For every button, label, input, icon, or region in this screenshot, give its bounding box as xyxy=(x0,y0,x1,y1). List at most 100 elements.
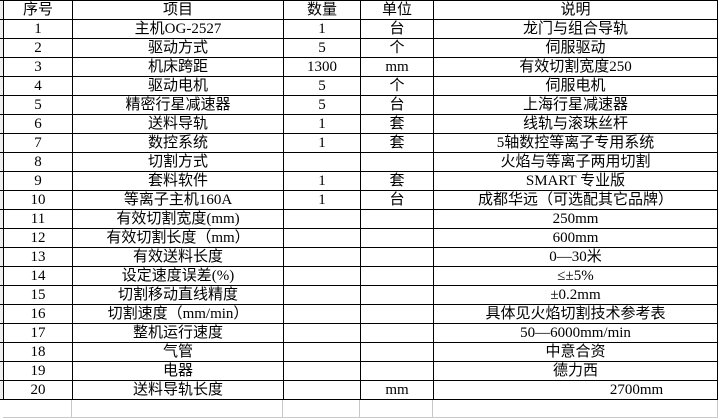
table-cell[interactable] xyxy=(283,152,361,172)
table-cell[interactable] xyxy=(360,342,434,362)
column-header[interactable]: 说明 xyxy=(433,0,718,20)
table-cell[interactable]: 驱动电机 xyxy=(72,76,284,96)
table-cell[interactable]: ≤±5% xyxy=(433,266,718,286)
table-cell[interactable]: 15 xyxy=(3,285,73,305)
table-cell[interactable]: 6 xyxy=(3,114,73,134)
table-cell[interactable]: 1 xyxy=(3,19,73,39)
table-cell[interactable]: 10 xyxy=(3,190,73,210)
table-cell[interactable] xyxy=(283,266,361,286)
table-cell[interactable]: 线轨与滚珠丝杆 xyxy=(433,114,718,134)
table-cell[interactable]: 个 xyxy=(360,38,434,58)
table-cell[interactable]: mm xyxy=(360,380,434,400)
table-cell[interactable] xyxy=(360,209,434,229)
table-cell[interactable]: 0—30米 xyxy=(433,247,718,267)
table-cell[interactable]: 切割方式 xyxy=(72,152,284,172)
table-cell[interactable] xyxy=(360,285,434,305)
table-cell[interactable]: 18 xyxy=(3,342,73,362)
table-cell[interactable] xyxy=(360,228,434,248)
column-header[interactable]: 项目 xyxy=(72,0,284,20)
table-cell[interactable]: 气管 xyxy=(72,342,284,362)
table-cell[interactable]: 600mm xyxy=(433,228,718,248)
table-cell[interactable]: 4 xyxy=(3,76,73,96)
table-cell[interactable]: 套 xyxy=(360,133,434,153)
empty-cell[interactable] xyxy=(283,400,360,417)
table-cell[interactable]: 送料导轨 xyxy=(72,114,284,134)
table-cell[interactable] xyxy=(283,209,361,229)
table-cell[interactable]: 机床跨距 xyxy=(72,57,284,77)
table-cell[interactable]: 1 xyxy=(283,190,361,210)
table-cell[interactable]: 中意合资 xyxy=(433,342,718,362)
table-cell[interactable]: 德力西 xyxy=(433,361,718,381)
table-cell[interactable]: ±0.2mm xyxy=(433,285,718,305)
table-cell[interactable] xyxy=(283,304,361,324)
table-cell[interactable]: 数控系统 xyxy=(72,133,284,153)
table-cell[interactable]: 有效切割宽度(mm) xyxy=(72,209,284,229)
table-cell[interactable] xyxy=(283,228,361,248)
table-cell[interactable]: 台 xyxy=(360,19,434,39)
table-cell[interactable]: 2 xyxy=(3,38,73,58)
table-cell[interactable]: 19 xyxy=(3,361,73,381)
table-cell[interactable]: mm xyxy=(360,57,434,77)
table-cell[interactable]: 伺服驱动 xyxy=(433,38,718,58)
table-cell[interactable]: 整机运行速度 xyxy=(72,323,284,343)
table-cell[interactable] xyxy=(283,323,361,343)
column-header[interactable]: 数量 xyxy=(283,0,361,20)
table-cell[interactable]: 20 xyxy=(3,380,73,400)
table-cell[interactable]: 电器 xyxy=(72,361,284,381)
column-header[interactable]: 序号 xyxy=(3,0,73,20)
table-cell[interactable]: 250mm xyxy=(433,209,718,229)
table-cell[interactable]: 个 xyxy=(360,76,434,96)
table-cell[interactable]: 5轴数控等离子专用系统 xyxy=(433,133,718,153)
table-cell[interactable]: SMART 专业版 xyxy=(433,171,718,191)
table-cell[interactable]: 切割移动直线精度 xyxy=(72,285,284,305)
empty-cell[interactable] xyxy=(3,400,72,417)
table-cell[interactable]: 主机OG-2527 xyxy=(72,19,284,39)
table-cell[interactable]: 火焰与等离子两用切割 xyxy=(433,152,718,172)
table-cell[interactable]: 台 xyxy=(360,95,434,115)
table-cell[interactable] xyxy=(360,247,434,267)
table-cell[interactable]: 有效送料长度 xyxy=(72,247,284,267)
table-cell[interactable]: 伺服电机 xyxy=(433,76,718,96)
table-cell[interactable]: 5 xyxy=(283,38,361,58)
table-cell[interactable]: 有效切割宽度250 xyxy=(433,57,718,77)
table-cell[interactable]: 台 xyxy=(360,190,434,210)
table-cell[interactable]: 7 xyxy=(3,133,73,153)
table-cell[interactable] xyxy=(360,361,434,381)
table-cell[interactable]: 1 xyxy=(283,19,361,39)
table-cell[interactable]: 驱动方式 xyxy=(72,38,284,58)
table-cell[interactable] xyxy=(360,152,434,172)
table-cell[interactable]: 1300 xyxy=(283,57,361,77)
table-cell[interactable] xyxy=(360,304,434,324)
table-cell[interactable] xyxy=(283,361,361,381)
table-cell[interactable]: 16 xyxy=(3,304,73,324)
table-cell[interactable]: 3 xyxy=(3,57,73,77)
empty-cell[interactable] xyxy=(72,400,283,417)
table-cell[interactable] xyxy=(360,323,434,343)
table-cell[interactable]: 有效切割长度（mm） xyxy=(72,228,284,248)
table-cell[interactable]: 11 xyxy=(3,209,73,229)
table-cell[interactable]: 5 xyxy=(283,95,361,115)
table-cell[interactable]: 套料软件 xyxy=(72,171,284,191)
table-cell[interactable]: 9 xyxy=(3,171,73,191)
table-cell[interactable]: 精密行星减速器 xyxy=(72,95,284,115)
table-cell[interactable] xyxy=(283,342,361,362)
table-cell[interactable]: 14 xyxy=(3,266,73,286)
empty-cell[interactable] xyxy=(433,400,718,417)
table-cell[interactable]: 8 xyxy=(3,152,73,172)
column-header[interactable]: 单位 xyxy=(360,0,434,20)
table-cell[interactable]: 套 xyxy=(360,114,434,134)
table-cell[interactable]: 1 xyxy=(283,114,361,134)
table-cell[interactable]: 17 xyxy=(3,323,73,343)
table-cell[interactable]: 切割速度（mm/min） xyxy=(72,304,284,324)
table-cell[interactable] xyxy=(283,247,361,267)
table-cell[interactable]: 2700mm xyxy=(433,380,718,400)
table-cell[interactable]: 1 xyxy=(283,133,361,153)
empty-cell[interactable] xyxy=(360,400,433,417)
table-cell[interactable]: 具体见火焰切割技术参考表 xyxy=(433,304,718,324)
table-cell[interactable]: 龙门与组合导轨 xyxy=(433,19,718,39)
table-cell[interactable]: 等离子主机160A xyxy=(72,190,284,210)
table-cell[interactable]: 设定速度误差(%) xyxy=(72,266,284,286)
table-cell[interactable]: 12 xyxy=(3,228,73,248)
table-cell[interactable]: 50—6000mm/min xyxy=(433,323,718,343)
table-cell[interactable]: 5 xyxy=(283,76,361,96)
